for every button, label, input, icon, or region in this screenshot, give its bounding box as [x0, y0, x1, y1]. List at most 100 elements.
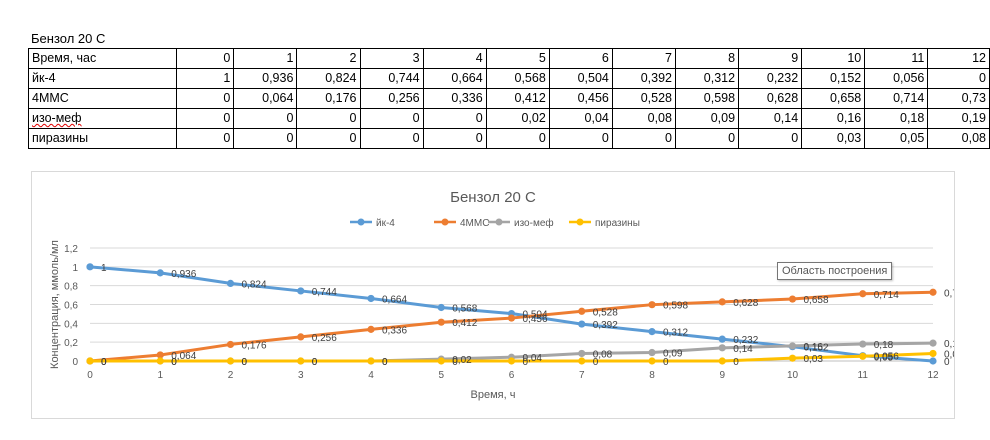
- table-cell[interactable]: 0,456: [548, 88, 613, 109]
- data-point[interactable]: [859, 340, 867, 348]
- table-cell[interactable]: 0: [359, 108, 424, 129]
- legend-item[interactable]: йк-4: [350, 218, 395, 229]
- data-point[interactable]: [929, 357, 937, 365]
- table-cell[interactable]: 0: [548, 128, 613, 149]
- data-point[interactable]: [297, 287, 305, 295]
- header-time-cell[interactable]: 6: [548, 48, 613, 69]
- header-time-cell[interactable]: 7: [611, 48, 676, 69]
- table-cell[interactable]: 0,05: [864, 128, 929, 149]
- header-time-cell[interactable]: 0: [175, 48, 235, 69]
- data-point[interactable]: [226, 279, 235, 288]
- header-time-cell[interactable]: 8: [674, 48, 740, 69]
- data-point[interactable]: [156, 351, 164, 359]
- header-time-cell[interactable]: 11: [864, 48, 929, 69]
- table-cell[interactable]: 0,392: [611, 68, 676, 89]
- data-point[interactable]: [859, 352, 867, 360]
- table-cell[interactable]: 0,232: [738, 68, 803, 89]
- header-time-cell[interactable]: 5: [485, 48, 550, 69]
- data-point[interactable]: [86, 263, 94, 271]
- data-point[interactable]: [156, 357, 164, 365]
- data-point[interactable]: [929, 288, 937, 296]
- data-point[interactable]: [578, 307, 586, 315]
- data-point[interactable]: [648, 301, 656, 309]
- row-label-cell[interactable]: пиразины: [28, 128, 177, 149]
- legend-item[interactable]: 4ММС: [434, 218, 489, 229]
- table-cell[interactable]: 0,664: [422, 68, 487, 89]
- data-point[interactable]: [367, 357, 375, 365]
- data-point[interactable]: [929, 349, 937, 358]
- data-point[interactable]: [718, 344, 726, 352]
- data-point[interactable]: [578, 349, 586, 358]
- data-point[interactable]: [297, 357, 305, 365]
- table-cell[interactable]: 0,03: [801, 128, 866, 149]
- table-cell[interactable]: 0: [422, 108, 487, 129]
- table-cell[interactable]: 0: [738, 128, 803, 149]
- table-cell[interactable]: 0: [175, 128, 235, 149]
- header-time-cell[interactable]: 12: [927, 48, 990, 69]
- table-cell[interactable]: 0: [233, 128, 298, 149]
- table-cell[interactable]: 0,064: [233, 88, 298, 109]
- data-point[interactable]: [437, 357, 445, 365]
- table-cell[interactable]: 0: [175, 88, 235, 109]
- legend-item[interactable]: пиразины: [569, 218, 640, 229]
- table-cell[interactable]: 0,628: [738, 88, 803, 109]
- table-cell[interactable]: 0,412: [485, 88, 550, 109]
- data-point[interactable]: [718, 335, 726, 343]
- header-time-cell[interactable]: 9: [738, 48, 803, 69]
- table-cell[interactable]: 0: [927, 68, 990, 89]
- table-cell[interactable]: 0,824: [296, 68, 361, 89]
- data-point[interactable]: [437, 318, 445, 326]
- data-point[interactable]: [86, 357, 94, 365]
- table-cell[interactable]: 0,528: [611, 88, 676, 109]
- table-cell[interactable]: 0: [359, 128, 424, 149]
- data-point[interactable]: [648, 357, 656, 365]
- table-cell[interactable]: 0,16: [801, 108, 866, 129]
- table-cell[interactable]: 0,504: [548, 68, 613, 89]
- table-cell[interactable]: 0,02: [485, 108, 550, 129]
- row-label-cell[interactable]: изо-меф: [28, 108, 177, 129]
- data-point[interactable]: [648, 348, 656, 357]
- table-cell[interactable]: 0,09: [674, 108, 740, 129]
- data-point[interactable]: [648, 328, 656, 336]
- table-cell[interactable]: 1: [175, 68, 235, 89]
- table-cell[interactable]: 0,14: [738, 108, 803, 129]
- table-cell[interactable]: 0: [296, 128, 361, 149]
- table-cell[interactable]: 0,744: [359, 68, 424, 89]
- header-label-cell[interactable]: Время, час: [28, 48, 177, 69]
- chart-area[interactable]: Бензол 20 С йк-4 4ММС изо-меф пиразины 0 0,2 0,…: [31, 171, 955, 419]
- header-time-cell[interactable]: 10: [801, 48, 866, 69]
- data-point[interactable]: [507, 314, 516, 322]
- data-point[interactable]: [156, 269, 164, 277]
- table-cell[interactable]: 0,08: [927, 128, 990, 149]
- table-cell[interactable]: 0,714: [864, 88, 929, 109]
- table-cell[interactable]: 0: [611, 128, 676, 149]
- data-point[interactable]: [226, 340, 235, 349]
- table-cell[interactable]: 0: [674, 128, 740, 149]
- table-cell[interactable]: 0: [175, 108, 235, 129]
- header-time-cell[interactable]: 4: [422, 48, 487, 69]
- table-cell[interactable]: 0: [233, 108, 298, 129]
- table-cell[interactable]: 0,19: [927, 108, 990, 129]
- data-point[interactable]: [578, 320, 586, 328]
- data-point[interactable]: [859, 290, 867, 298]
- table-cell[interactable]: 0: [422, 128, 487, 149]
- table-cell[interactable]: 0,176: [296, 88, 361, 109]
- table-cell[interactable]: 0,73: [927, 88, 990, 109]
- data-point[interactable]: [226, 357, 235, 365]
- table-cell[interactable]: 0,08: [611, 108, 676, 129]
- data-point[interactable]: [437, 303, 445, 312]
- legend-item[interactable]: изо-меф: [488, 217, 554, 229]
- data-point[interactable]: [578, 357, 586, 365]
- header-time-cell[interactable]: 3: [359, 48, 424, 69]
- table-cell[interactable]: 0,312: [674, 68, 740, 89]
- table-cell[interactable]: 0,04: [548, 108, 613, 129]
- data-point[interactable]: [788, 354, 797, 362]
- data-point[interactable]: [929, 339, 937, 347]
- table-cell[interactable]: 0,936: [233, 68, 298, 89]
- data-point[interactable]: [367, 294, 375, 303]
- table-cell[interactable]: 0,598: [674, 88, 740, 109]
- table-cell[interactable]: 0,658: [801, 88, 866, 109]
- table-cell[interactable]: 0,056: [864, 68, 929, 89]
- data-point[interactable]: [718, 298, 726, 306]
- table-cell[interactable]: 0,568: [485, 68, 550, 89]
